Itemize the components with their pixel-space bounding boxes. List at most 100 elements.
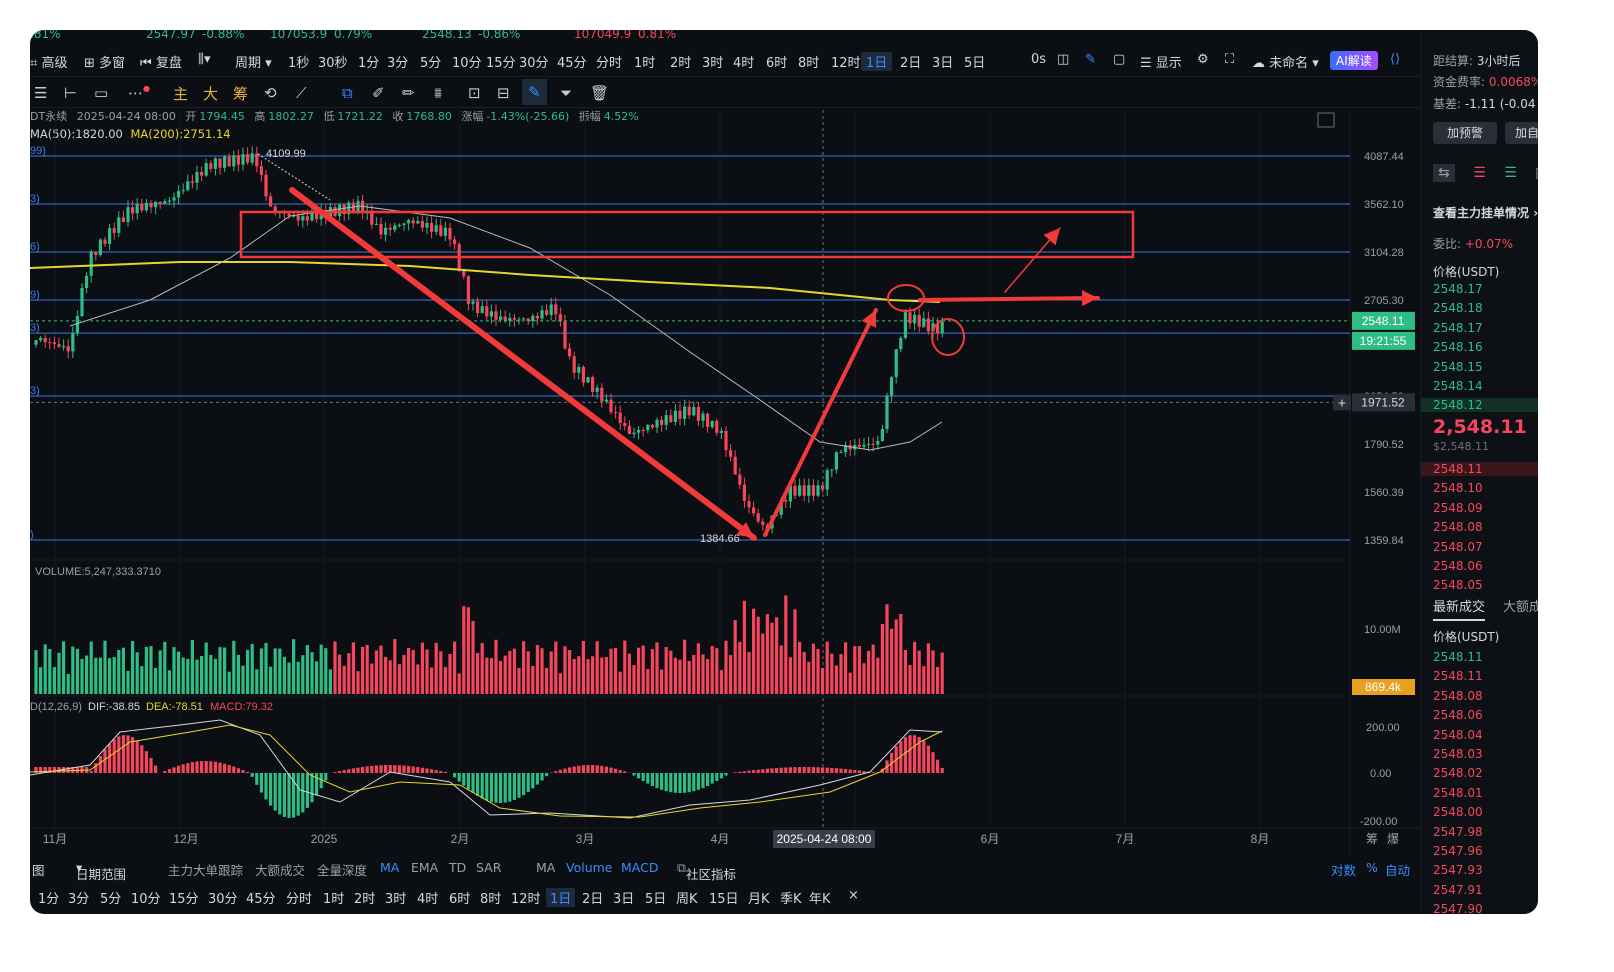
chips-indicator-button[interactable]: 筹 xyxy=(233,85,249,103)
candle-body[interactable] xyxy=(618,412,622,423)
replay-button[interactable]: ⏮ 复盘 xyxy=(140,56,182,71)
candle-body[interactable] xyxy=(43,337,47,343)
big-indicator-button[interactable]: 大 xyxy=(203,85,219,103)
candle-body[interactable] xyxy=(512,317,516,320)
candle-body[interactable] xyxy=(554,304,558,315)
candle-body[interactable] xyxy=(117,217,121,233)
candle-body[interactable] xyxy=(494,311,498,320)
interval-12时[interactable]: 12时 xyxy=(831,56,861,71)
ask-price[interactable]: 2548.06 xyxy=(1433,559,1483,573)
timeframe-6时[interactable]: 6时 xyxy=(449,892,471,907)
candle-body[interactable] xyxy=(296,215,300,221)
candle-body[interactable] xyxy=(701,413,705,421)
candle-body[interactable] xyxy=(807,485,811,496)
candle-body[interactable] xyxy=(669,415,673,422)
pattern-icon[interactable]: ⩩ xyxy=(434,84,443,102)
timeframe-周K[interactable]: 周K xyxy=(676,892,698,907)
candle-body[interactable] xyxy=(798,485,802,496)
interval-3时[interactable]: 3时 xyxy=(702,56,724,71)
candle-body[interactable] xyxy=(269,196,273,207)
candle-body[interactable] xyxy=(793,485,797,496)
candle-body[interactable] xyxy=(462,270,466,277)
candle-body[interactable] xyxy=(752,507,756,514)
interval-6时[interactable]: 6时 xyxy=(766,56,788,71)
percent-scale-toggle[interactable]: % xyxy=(1366,860,1378,875)
candle-body[interactable] xyxy=(85,275,89,289)
brush-icon[interactable]: ⟋ xyxy=(296,84,307,102)
candle-body[interactable] xyxy=(39,337,43,341)
candle-body[interactable] xyxy=(595,387,599,392)
ticker-item[interactable]: .81% xyxy=(30,30,61,41)
timeframe-2日[interactable]: 2日 xyxy=(582,892,604,907)
multi-window-button[interactable]: ⊞ 多窗 xyxy=(84,56,126,71)
candle-body[interactable] xyxy=(489,311,493,317)
candle-body[interactable] xyxy=(609,399,613,413)
candle-body[interactable] xyxy=(338,204,342,217)
candle-body[interactable] xyxy=(558,314,562,322)
chart-type-icon[interactable]: ⫼▾ xyxy=(198,52,211,67)
candle-body[interactable] xyxy=(733,456,737,475)
interval-2日[interactable]: 2日 xyxy=(900,56,922,71)
timeframe-1分[interactable]: 1分 xyxy=(38,892,60,907)
magnet-icon[interactable]: ⟲ xyxy=(264,84,277,102)
indicator-td[interactable]: TD xyxy=(449,860,467,875)
candle-body[interactable] xyxy=(241,154,245,165)
candle-body[interactable] xyxy=(89,251,93,276)
candle-body[interactable] xyxy=(393,225,397,230)
candle-body[interactable] xyxy=(425,223,429,228)
timeframe-5日[interactable]: 5日 xyxy=(645,892,667,907)
candle-body[interactable] xyxy=(788,485,792,502)
candle-body[interactable] xyxy=(443,227,447,236)
candle-body[interactable] xyxy=(724,430,728,451)
book-asks-icon[interactable]: ☰ xyxy=(1473,165,1486,181)
candle-body[interactable] xyxy=(664,415,668,425)
candle-body[interactable] xyxy=(655,419,659,428)
bid-price[interactable]: 2548.15 xyxy=(1433,359,1483,374)
timeframe-30分[interactable]: 30分 xyxy=(208,892,238,907)
candle-body[interactable] xyxy=(683,406,687,419)
community-indicators[interactable]: ⧉ 社区指标 xyxy=(677,860,736,882)
timeframe-月K[interactable]: 月K xyxy=(748,892,770,907)
candle-body[interactable] xyxy=(499,316,503,320)
candle-body[interactable] xyxy=(75,316,79,333)
price-chart[interactable]: 99) 3) 6) 9) 3) 3)) 4087.44 3562.10 3104.28 2705.… xyxy=(30,30,1420,856)
candle-body[interactable] xyxy=(830,469,834,471)
candle-body[interactable] xyxy=(678,410,682,419)
candle-body[interactable] xyxy=(913,314,917,324)
candle-body[interactable] xyxy=(627,425,631,435)
candle-body[interactable] xyxy=(848,445,852,450)
interval-45分[interactable]: 45分 xyxy=(557,56,587,71)
cloud-layout-dropdown[interactable]: ☁ 未命名 ▾ xyxy=(1252,56,1319,71)
candle-body[interactable] xyxy=(167,200,171,202)
candle-body[interactable] xyxy=(273,206,277,212)
candle-body[interactable] xyxy=(430,223,434,232)
candle-body[interactable] xyxy=(246,154,250,163)
ticker-item[interactable]: 0.81% xyxy=(638,30,677,41)
timeframe-12时[interactable]: 12时 xyxy=(511,892,541,907)
candle-body[interactable] xyxy=(890,377,894,396)
bid-price[interactable]: 2548.12 xyxy=(1421,398,1538,413)
candle-body[interactable] xyxy=(604,399,608,402)
candle-body[interactable] xyxy=(641,429,645,431)
sub-indicator-macd[interactable]: MACD xyxy=(621,860,659,875)
candle-body[interactable] xyxy=(80,288,84,317)
candle-body[interactable] xyxy=(66,346,70,352)
candle-body[interactable] xyxy=(834,452,838,470)
candle-body[interactable] xyxy=(811,485,815,496)
candle-body[interactable] xyxy=(94,251,98,255)
bid-price[interactable]: 2548.16 xyxy=(1433,340,1483,355)
candle-body[interactable] xyxy=(761,521,765,525)
timeframe-年K[interactable]: 年K xyxy=(809,892,831,907)
highlight-circle[interactable] xyxy=(887,284,925,312)
candle-body[interactable] xyxy=(407,220,411,224)
timeframe-15日[interactable]: 15日 xyxy=(709,892,739,907)
candle-body[interactable] xyxy=(204,163,208,176)
candle-body[interactable] xyxy=(163,201,167,204)
close-timeframe-icon[interactable]: × xyxy=(848,888,859,903)
candle-body[interactable] xyxy=(209,163,213,169)
bookmark-icon[interactable]: ⧉ xyxy=(342,84,353,102)
large-trades-tab[interactable]: 大额成 xyxy=(1503,600,1538,615)
candle-body[interactable] xyxy=(568,348,572,357)
candle-body[interactable] xyxy=(135,204,139,214)
active-draw-icon[interactable]: ✎ xyxy=(522,79,547,105)
